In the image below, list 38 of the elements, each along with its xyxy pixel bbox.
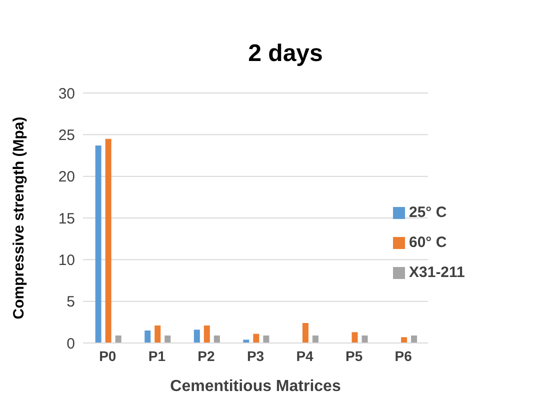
x-tick-label: P3 (246, 348, 264, 364)
legend-label: 60° C (409, 234, 447, 251)
x-tick-label: P5 (346, 348, 363, 364)
bar (302, 323, 308, 343)
x-tick-label: P0 (99, 348, 116, 364)
bar (95, 146, 102, 343)
bar (352, 332, 358, 343)
legend-label: X31-211 (409, 264, 465, 281)
y-tick-label: 20 (58, 168, 75, 186)
bar (194, 330, 200, 343)
x-tick-label: P1 (148, 348, 166, 364)
bar (243, 340, 250, 343)
bar (263, 336, 270, 343)
bar (411, 336, 418, 343)
legend-label: 25° C (409, 204, 447, 221)
bar (312, 336, 318, 343)
bar (401, 337, 408, 343)
bar (253, 334, 260, 343)
y-tick-label: 0 (66, 335, 75, 352)
bar (164, 336, 171, 343)
bar (154, 326, 161, 343)
y-tick-label: 30 (58, 85, 75, 102)
bar (362, 336, 368, 343)
y-axis-title: Compressive strength (Mpa) (10, 116, 28, 320)
y-tick-label: 15 (58, 210, 75, 228)
bar (214, 336, 220, 343)
x-tick-label: P4 (296, 348, 314, 364)
bar (144, 330, 151, 343)
y-tick-label: 10 (58, 252, 75, 269)
y-tick-label: 25 (58, 126, 75, 144)
bar (115, 336, 122, 343)
bar (204, 326, 210, 343)
chart-title: 2 days (247, 40, 324, 68)
bar (105, 138, 112, 343)
y-tick-label: 5 (66, 294, 75, 311)
x-tick-label: P6 (394, 348, 412, 364)
x-tick-label: P2 (198, 348, 215, 364)
x-axis-title: Cementitious Matrices (170, 378, 341, 395)
